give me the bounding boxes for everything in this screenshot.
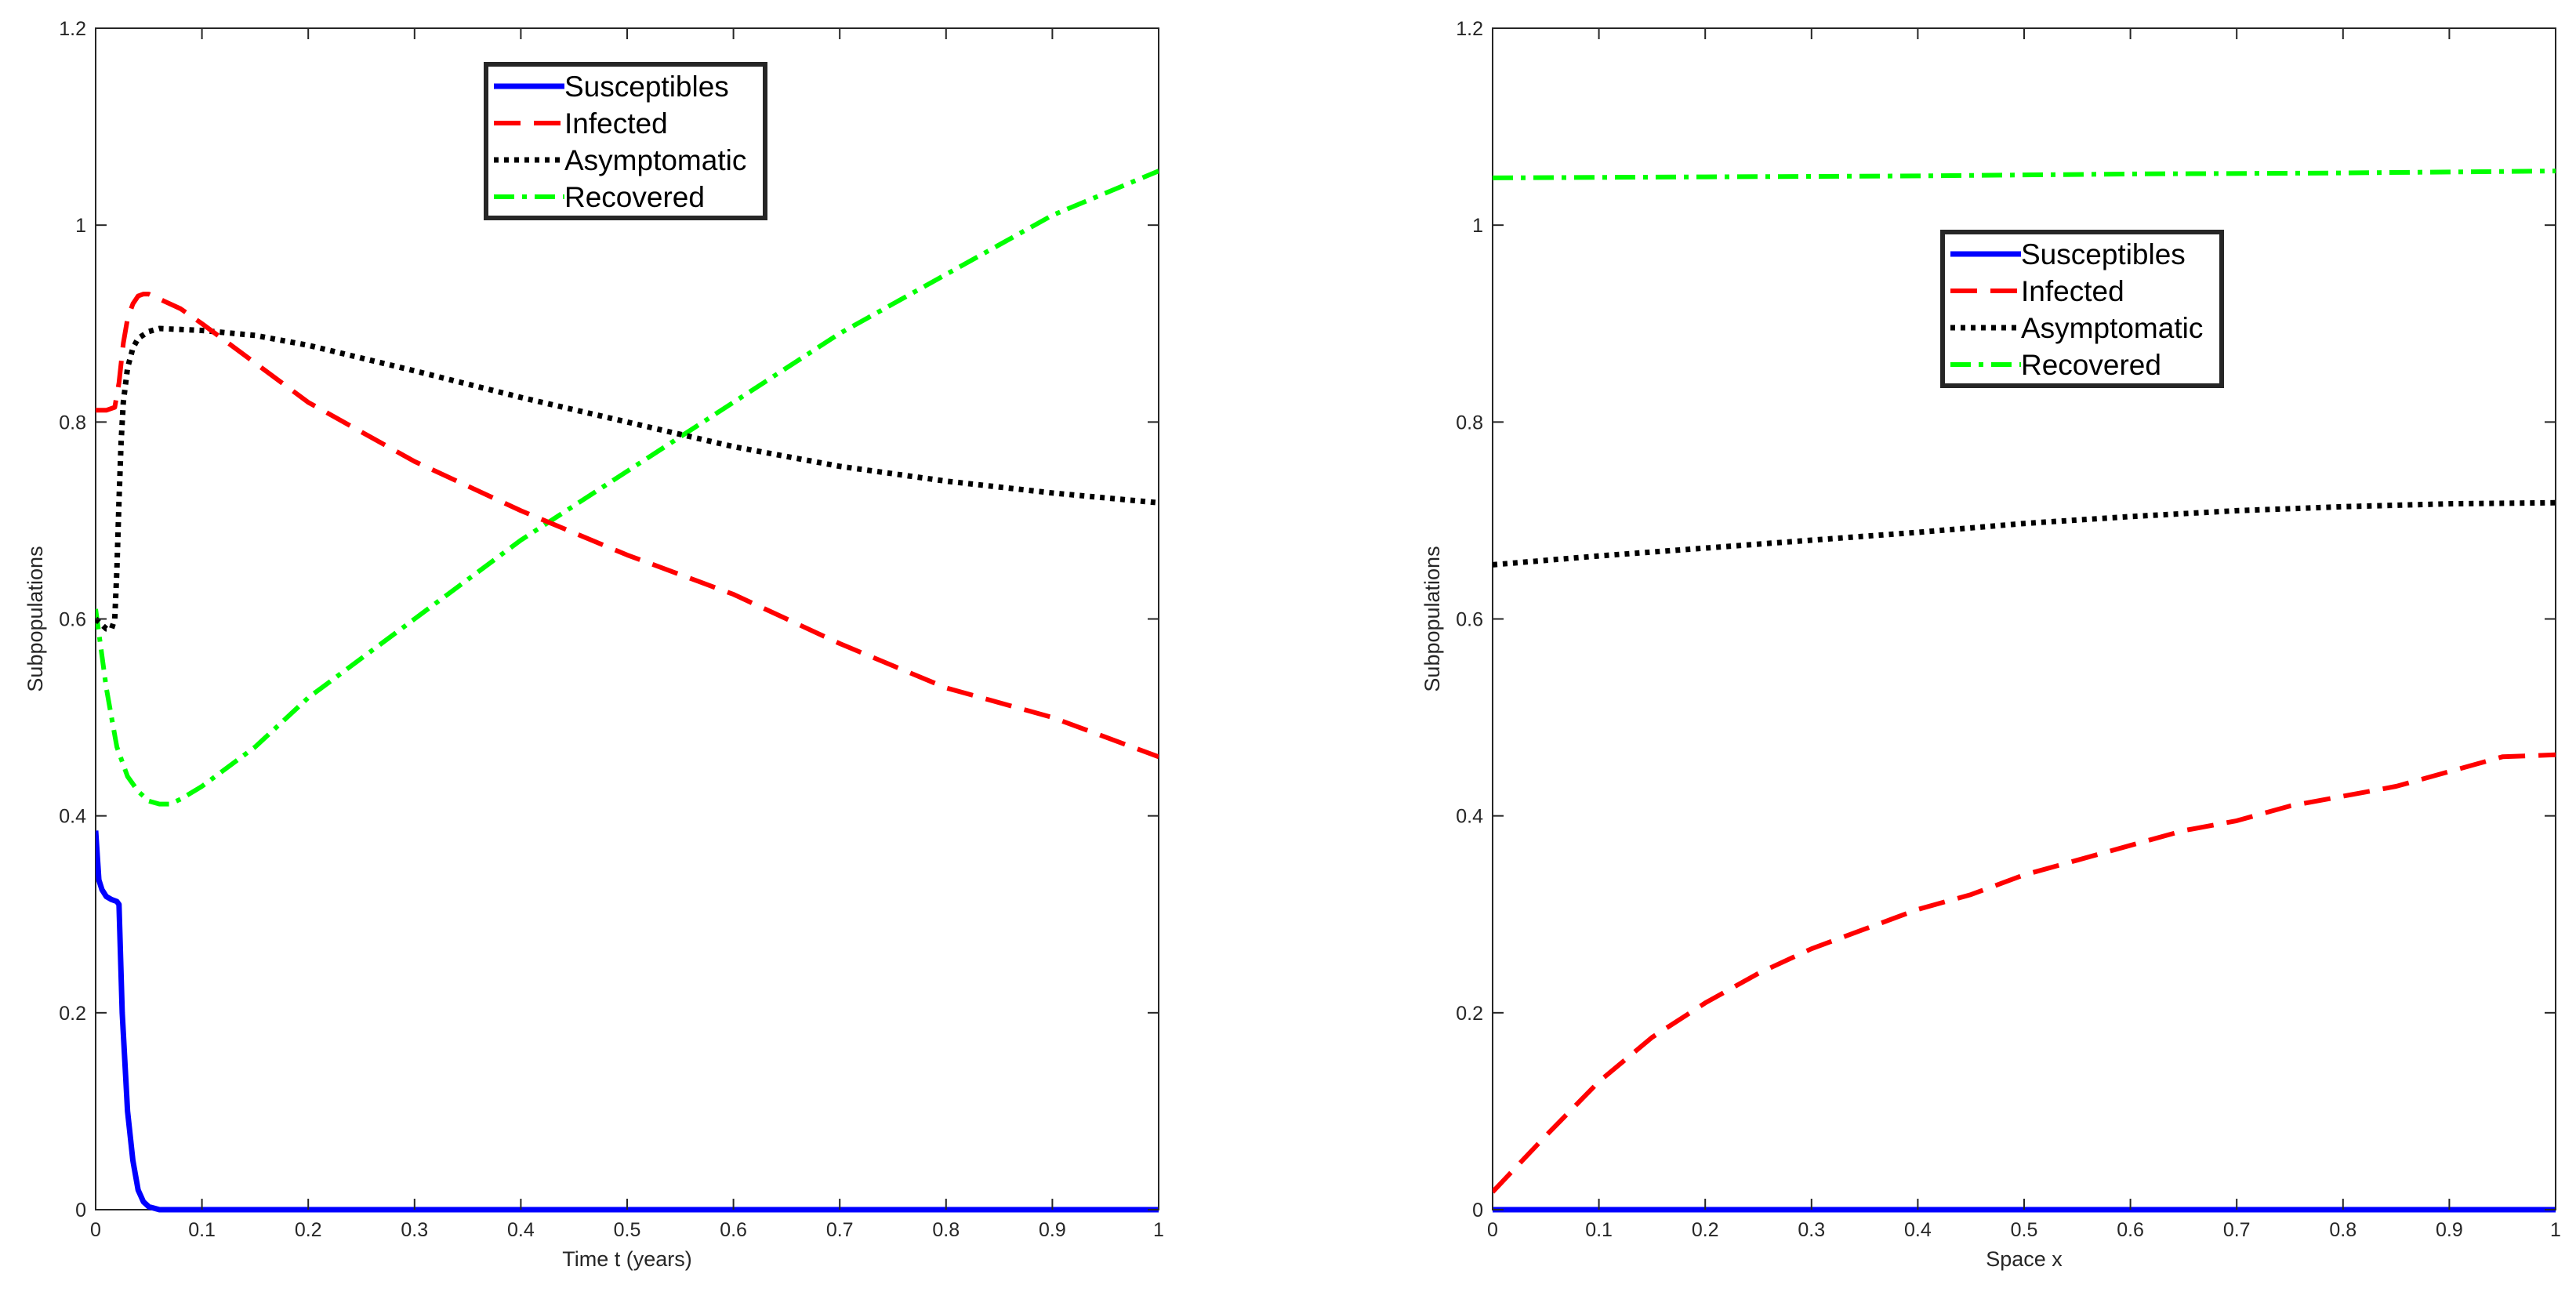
plot-area [95,27,1159,1210]
x-tick-label: 0.2 [295,1219,322,1241]
y-tick-label: 0.4 [59,806,86,828]
legend-label-infected: Infected [564,107,668,140]
x-tick-label: 0.7 [2223,1219,2251,1241]
y-tick-label: 0.6 [59,609,86,631]
legend-label-asymptomatic: Asymptomatic [2021,312,2203,344]
y-tick-label: 0.2 [59,1003,86,1025]
series-line-susceptibles [96,830,1159,1213]
x-tick-label: 0.5 [614,1219,641,1241]
x-tick-label: 0 [90,1219,101,1241]
x-tick-label: 0.4 [507,1219,535,1241]
legend: Susceptibles Infected Asymptomatic Recovere… [484,62,767,220]
y-axis-label: Subpopulations [1420,546,1444,691]
x-axis-label: Time t (years) [562,1247,692,1271]
y-tick-label: 0.6 [1456,609,1483,631]
y-tick-label: 0.2 [1456,1003,1483,1025]
x-tick-label: 0.6 [2117,1219,2144,1241]
series-line-infected [96,292,1159,760]
x-tick-label: 0.4 [1904,1219,1932,1241]
series-line-asymptomatic [1493,499,2556,568]
chart-space: 0 0.1 0.2 0.3 0.4 0.5 0.6 0.7 0.8 0.9 1 0 0.2 0.4 0.6 0… [1420,18,2561,1271]
x-tick-label: 0.9 [1039,1219,1066,1241]
x-tick-label: 0.8 [932,1219,960,1241]
legend-box [484,62,767,220]
x-tick-label: 0.2 [1692,1219,1719,1241]
legend-label-infected: Infected [2021,275,2124,307]
x-tick-label: 0.1 [188,1219,216,1241]
legend-label-susceptibles: Susceptibles [2021,238,2186,270]
x-axis-label: Space x [1986,1247,2063,1271]
x-tick-label: 0.1 [1585,1219,1613,1241]
x-tick-label: 1 [2550,1219,2561,1241]
plot-area [1492,27,2556,1210]
series-line-recovered [1493,169,2556,180]
y-tick-label: 1.2 [1456,18,1483,40]
x-tick-label: 0.6 [720,1219,747,1241]
x-tick-label: 0.5 [2011,1219,2038,1241]
y-tick-label: 1 [75,215,86,237]
series-group [96,169,1159,1213]
y-axis-label: Subpopulations [24,546,47,691]
legend-label-recovered: Recovered [2021,349,2161,381]
y-tick-label: 0.8 [1456,412,1483,434]
x-tick-label: 0 [1487,1219,1498,1241]
x-tick-label: 0.7 [826,1219,854,1241]
x-tick-label: 0.3 [401,1219,428,1241]
x-tick-label: 0.3 [1798,1219,1825,1241]
legend-box [1940,230,2224,388]
legend-label-recovered: Recovered [564,181,705,213]
x-tick-label: 0.9 [2436,1219,2463,1241]
series-line-infected [1493,752,2556,1194]
x-tick-label: 1 [1153,1219,1164,1241]
chart-time: 0 0.1 0.2 0.3 0.4 0.5 0.6 0.7 0.8 0.9 1 0 0.2 0.4 0.6 0… [24,18,1164,1271]
legend: Susceptibles Infected Asymptomatic Recovere… [1940,230,2224,388]
y-tick-label: 0.4 [1456,806,1483,828]
y-tick-label: 1.2 [59,18,86,40]
x-tick-label: 0.8 [2329,1219,2356,1241]
series-line-recovered [96,169,1159,807]
y-tick-label: 0.8 [59,412,86,434]
legend-label-asymptomatic: Asymptomatic [564,144,746,176]
y-tick-label: 0 [1472,1199,1483,1221]
series-group [1493,169,2556,1213]
legend-label-susceptibles: Susceptibles [564,71,729,103]
y-tick-label: 0 [75,1199,86,1221]
y-tick-label: 1 [1472,215,1483,237]
